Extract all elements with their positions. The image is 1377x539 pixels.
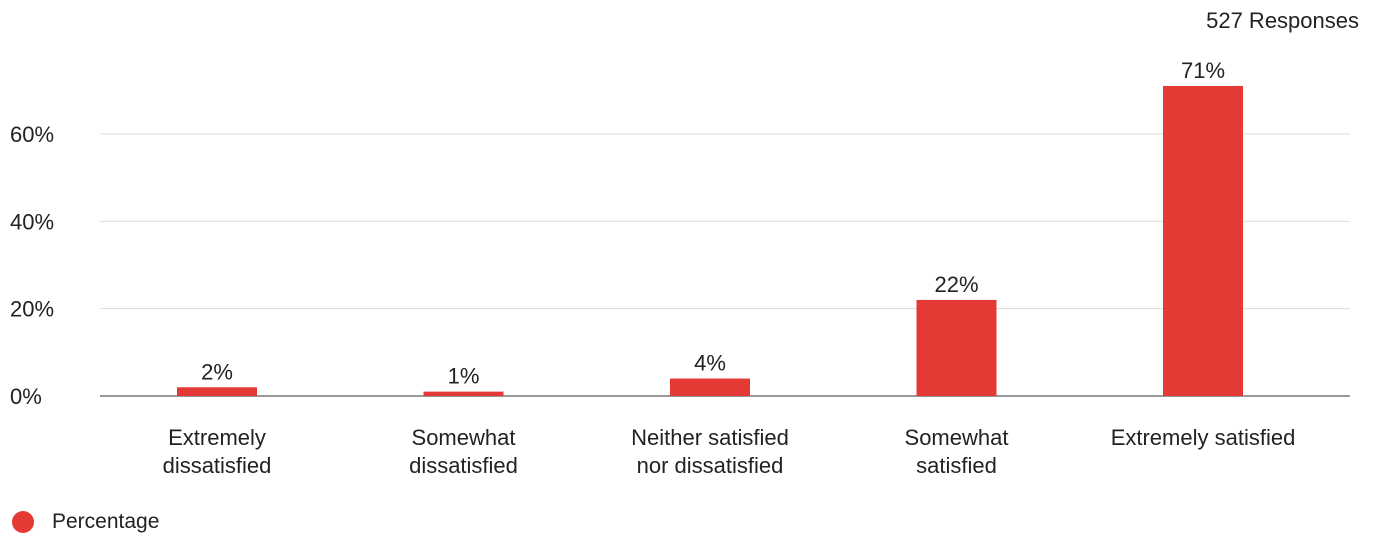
data-labels: 2% 1% 4% 22% 71% xyxy=(201,58,1225,389)
x-tick-label: Neither satisfied nor dissatisfied xyxy=(631,425,789,478)
x-tick-label: Extremely satisfied xyxy=(1111,425,1296,450)
responses-count: 527 Responses xyxy=(1206,8,1359,33)
x-tick-label: Somewhat dissatisfied xyxy=(409,425,518,478)
y-tick-label: 20% xyxy=(10,297,54,322)
bar[interactable] xyxy=(916,299,997,396)
legend: Percentage xyxy=(12,510,159,534)
legend-dot-icon xyxy=(12,511,34,533)
bar[interactable] xyxy=(423,391,504,396)
data-label: 4% xyxy=(694,351,726,376)
y-tick-label: 0% xyxy=(10,384,42,409)
data-label: 22% xyxy=(934,272,978,297)
data-label: 2% xyxy=(201,359,233,384)
data-label: 71% xyxy=(1181,58,1225,83)
data-label: 1% xyxy=(448,364,480,389)
x-tick-label: Extremely dissatisfied xyxy=(163,425,272,478)
bar[interactable] xyxy=(177,387,257,396)
bar[interactable] xyxy=(670,378,750,396)
x-axis-ticks: Extremely dissatisfied Somewhat dissatisfie… xyxy=(163,425,1296,478)
x-tick-label: Somewhat satisfied xyxy=(905,425,1009,478)
bar[interactable] xyxy=(1163,85,1243,397)
y-axis-ticks: 0% 20% 40% 60% xyxy=(10,122,54,409)
y-tick-label: 60% xyxy=(10,122,54,147)
bars xyxy=(177,85,1243,397)
y-tick-label: 40% xyxy=(10,209,54,234)
legend-label: Percentage xyxy=(52,510,160,533)
gridlines xyxy=(100,133,1350,397)
